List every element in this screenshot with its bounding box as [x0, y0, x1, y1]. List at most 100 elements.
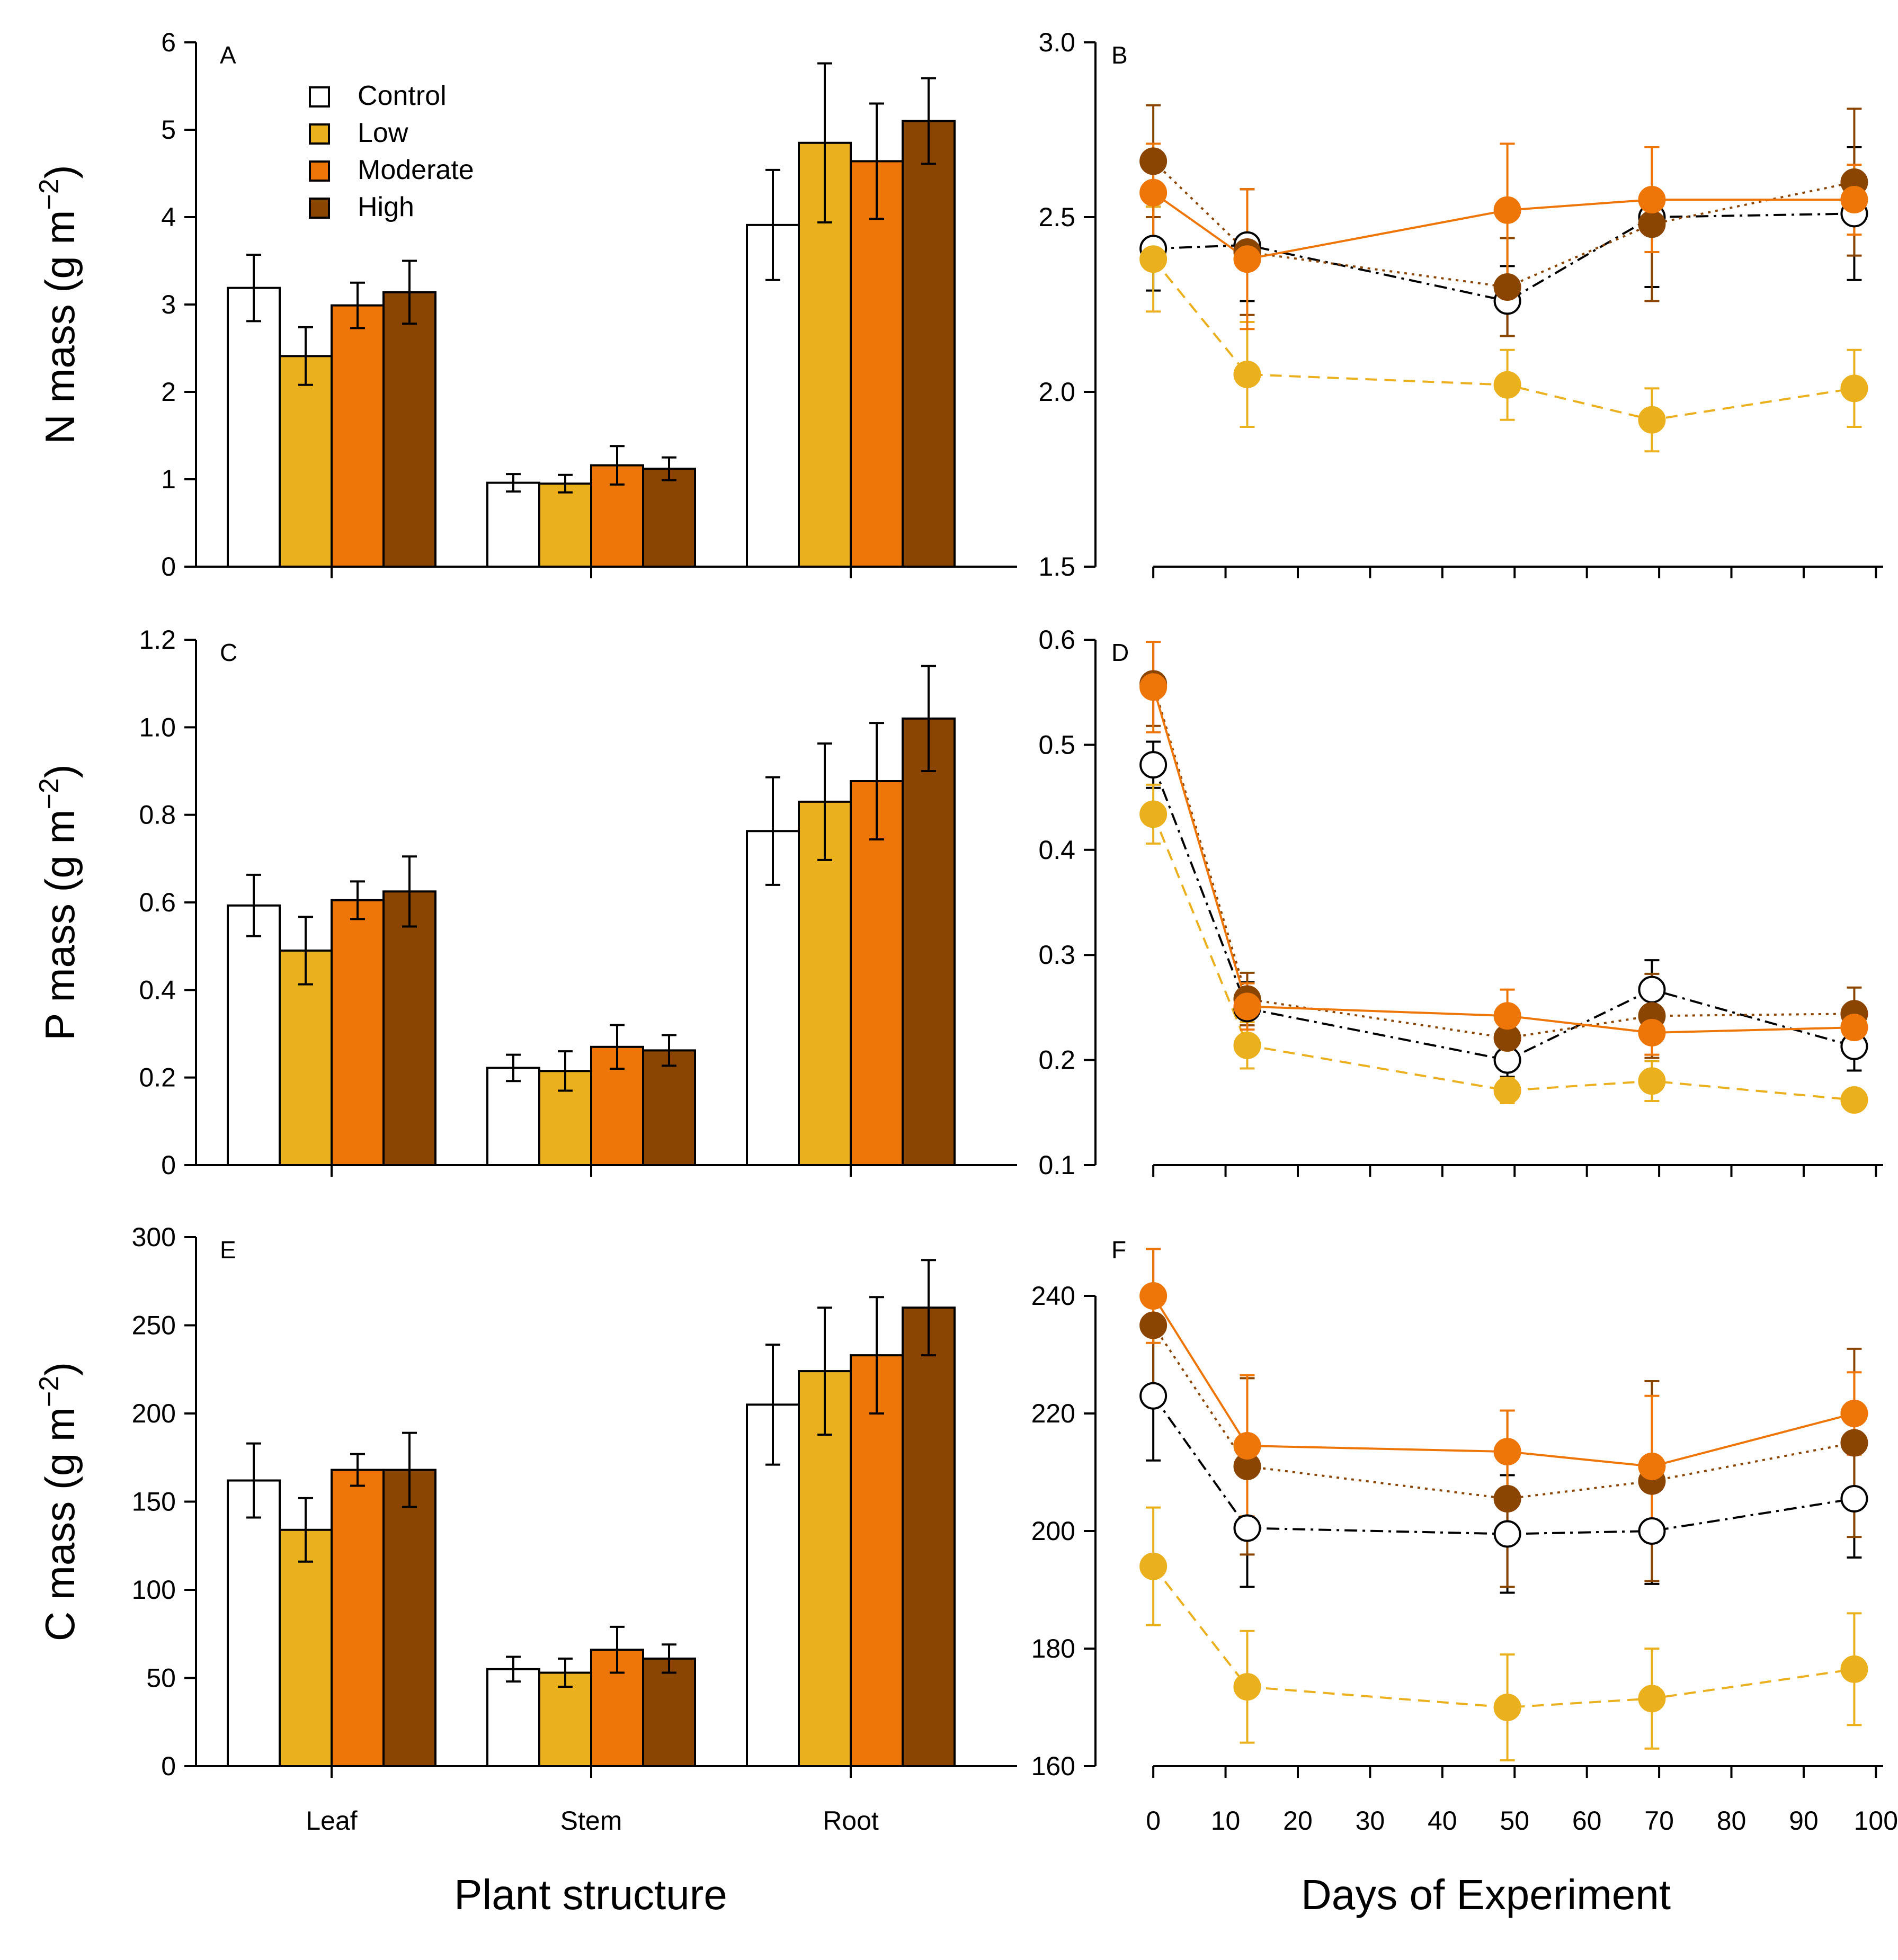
- series-line-high: [1152, 160, 1855, 289]
- bar-control-stem: [486, 1668, 540, 1768]
- y-tick-label: 1: [161, 464, 176, 494]
- legend-swatch-low: [309, 123, 330, 145]
- y-axis-title-close: ): [37, 1362, 83, 1376]
- point-low: [1139, 800, 1168, 828]
- point-moderate: [1638, 186, 1666, 213]
- y-tick-label: 0: [161, 552, 176, 581]
- y-tick-label: 2.5: [1038, 202, 1075, 232]
- x-tick-label: 20: [1283, 1806, 1313, 1836]
- y-tick-label: 160: [1031, 1751, 1075, 1781]
- point-moderate: [1139, 178, 1168, 207]
- point-moderate: [1139, 673, 1168, 701]
- x-tick-label: 100: [1854, 1806, 1898, 1836]
- y-axis-title-text: N mass (g m: [37, 210, 83, 444]
- bar-control-leaf: [227, 1479, 281, 1768]
- legend-swatch-high: [309, 198, 330, 219]
- bar-control-stem: [486, 481, 540, 568]
- y-tick-label: 1.5: [1038, 552, 1075, 581]
- y-tick-label: 180: [1031, 1634, 1075, 1663]
- point-high: [1638, 210, 1666, 238]
- bar-control-root: [746, 223, 800, 568]
- y-tick-label: 0.5: [1038, 730, 1075, 759]
- x-tick-label: Leaf: [306, 1806, 357, 1836]
- y-axis-title-close: ): [37, 165, 83, 178]
- y-tick-label: 2: [161, 377, 176, 407]
- point-low: [1493, 1077, 1521, 1105]
- y-axis-title-text: P mass (g m: [37, 809, 83, 1040]
- y-axis-title-exponent: −2: [34, 178, 65, 210]
- y-axis-title-close: ): [37, 764, 83, 778]
- bar-high-stem: [642, 1049, 696, 1166]
- point-low: [1139, 1552, 1168, 1580]
- bar-high-leaf: [382, 890, 436, 1167]
- point-low: [1233, 1673, 1261, 1701]
- x-tick-label: 80: [1717, 1806, 1746, 1836]
- series-line-moderate: [1152, 686, 1855, 1034]
- y-tick-label: 0.6: [1038, 625, 1075, 655]
- bar-high-root: [902, 120, 956, 568]
- x-tick-label: 60: [1572, 1806, 1602, 1836]
- bar-low-root: [798, 800, 852, 1167]
- x-tick-label: 40: [1428, 1806, 1457, 1836]
- x-tick-label: 10: [1211, 1806, 1241, 1836]
- x-tick-label: 0: [1146, 1806, 1161, 1836]
- x-axis-title-left: Plant structure: [454, 1871, 727, 1918]
- point-low: [1638, 406, 1666, 434]
- y-axis-title-text: C mass (g m: [37, 1407, 83, 1641]
- point-low: [1638, 1685, 1666, 1713]
- point-moderate: [1840, 1400, 1868, 1427]
- panel-a: 0 1 2 3 4 5 6 A N mass (g m−2): [34, 28, 1017, 581]
- bar-low-leaf: [279, 1528, 333, 1768]
- legend-swatch-control: [309, 86, 330, 108]
- point-control: [1638, 975, 1666, 1004]
- y-tick-label: 6: [161, 28, 176, 57]
- y-tick-label: 1.2: [139, 625, 176, 655]
- bar-low-leaf: [279, 355, 333, 568]
- point-control: [1493, 1520, 1521, 1548]
- y-tick-label: 0.2: [1038, 1045, 1075, 1075]
- point-low: [1840, 374, 1868, 402]
- panel-label: B: [1111, 41, 1128, 69]
- bar-high-root: [902, 717, 956, 1167]
- y-tick-label: 0: [161, 1150, 176, 1180]
- series-line-low: [1152, 813, 1855, 1101]
- bar-high-stem: [642, 1657, 696, 1768]
- y-tick-label: 0.8: [139, 800, 176, 830]
- y-tick-label: 200: [132, 1399, 176, 1428]
- y-tick-label: 0.1: [1038, 1150, 1075, 1180]
- bar-control-stem: [486, 1067, 540, 1166]
- x-tick-label: 90: [1789, 1806, 1819, 1836]
- bar-high-root: [902, 1306, 956, 1767]
- y-tick-label: 50: [146, 1663, 176, 1693]
- legend: Control Low Moderate High: [309, 80, 474, 222]
- y-tick-label: 0.4: [1038, 835, 1075, 865]
- bar-high-leaf: [382, 291, 436, 568]
- panel-label: E: [220, 1236, 236, 1264]
- x-tick-label: 70: [1644, 1806, 1674, 1836]
- panel-label: C: [220, 639, 237, 666]
- bar-moderate-leaf: [331, 899, 385, 1167]
- y-tick-label: 150: [132, 1487, 176, 1517]
- point-low: [1493, 1694, 1521, 1721]
- point-moderate: [1840, 186, 1868, 213]
- y-axis-title: C mass (g m−2): [34, 1362, 83, 1641]
- legend-label-moderate: Moderate: [358, 155, 474, 185]
- point-low: [1493, 371, 1521, 399]
- y-axis-title-exponent: −2: [34, 1376, 65, 1407]
- bar-moderate-root: [850, 1354, 904, 1768]
- y-tick-label: 220: [1031, 1399, 1075, 1428]
- y-tick-label: 250: [132, 1311, 176, 1340]
- y-tick-label: 1.0: [139, 712, 176, 742]
- y-tick-label: 5: [161, 115, 176, 145]
- point-low: [1233, 361, 1261, 388]
- legend-label-control: Control: [358, 80, 447, 111]
- y-axis-title: N mass (g m−2): [34, 165, 83, 444]
- point-high: [1493, 273, 1521, 301]
- legend-label-low: Low: [358, 118, 408, 148]
- bar-high-leaf: [382, 1469, 436, 1768]
- x-tick-label: 30: [1356, 1806, 1385, 1836]
- point-high: [1139, 1311, 1168, 1339]
- y-axis-title: P mass (g m−2): [34, 764, 83, 1041]
- y-tick-label: 2.0: [1038, 377, 1075, 407]
